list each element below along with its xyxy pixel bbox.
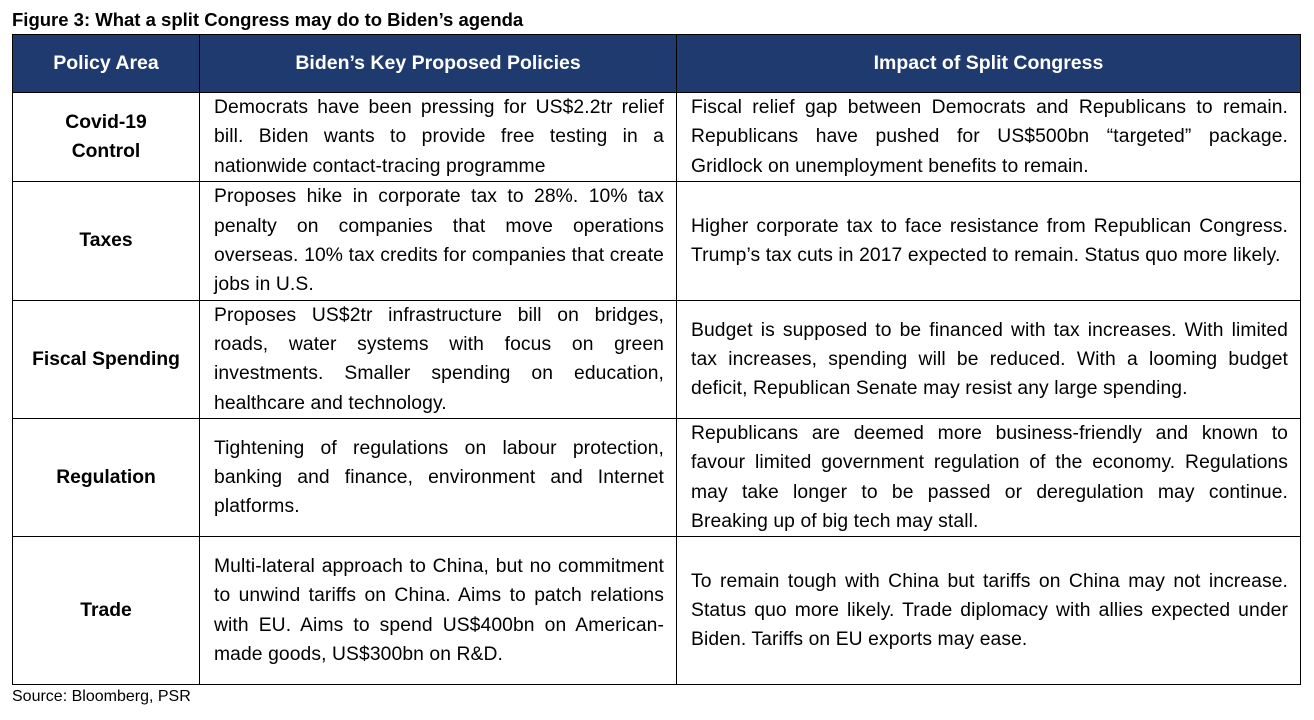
policies-cell: Multi-lateral approach to China, but no … (199, 536, 677, 686)
impact-cell: Fiscal relief gap between Democrats and … (676, 92, 1301, 182)
figure-title: Figure 3: What a split Congress may do t… (12, 9, 524, 30)
header-impact-split-congress: Impact of Split Congress (676, 34, 1301, 93)
table-row: Fiscal Spending Proposes US$2tr infrastr… (12, 299, 1301, 420)
policies-cell: Proposes US$2tr infrastructure bill on b… (199, 299, 677, 420)
policy-area-cell: Fiscal Spending (12, 299, 200, 420)
policies-cell: Democrats have been pressing for US$2.2t… (199, 92, 677, 182)
table-row: Trade Multi-lateral approach to China, b… (12, 536, 1301, 686)
policy-area-cell: Trade (12, 536, 200, 686)
impact-cell: Republicans are deemed more business-fri… (676, 418, 1301, 538)
table-row: Regulation Tightening of regulations on … (12, 418, 1301, 538)
impact-cell: Higher corporate tax to face resistance … (676, 180, 1301, 301)
impact-cell: Budget is supposed to be financed with t… (676, 299, 1301, 420)
table-row: Taxes Proposes hike in corporate tax to … (12, 180, 1301, 301)
table-row: Covid-19 Control Democrats have been pre… (12, 92, 1301, 182)
policy-table: Policy Area Biden’s Key Proposed Policie… (12, 34, 1301, 686)
table-header-row: Policy Area Biden’s Key Proposed Policie… (12, 34, 1301, 93)
source-note: Source: Bloomberg, PSR (12, 688, 191, 705)
policy-area-cell: Regulation (12, 418, 200, 538)
policy-area-cell: Taxes (12, 180, 200, 301)
impact-cell: To remain tough with China but tariffs o… (676, 536, 1301, 686)
policy-area-cell: Covid-19 Control (12, 92, 200, 182)
policy-area-line: Covid-19 (65, 111, 147, 133)
header-key-proposed-policies: Biden’s Key Proposed Policies (199, 34, 677, 93)
policy-area-line: Control (71, 140, 141, 162)
header-policy-area: Policy Area (12, 34, 200, 93)
policies-cell: Tightening of regulations on labour prot… (199, 418, 677, 538)
policies-cell: Proposes hike in corporate tax to 28%. 1… (199, 180, 677, 301)
